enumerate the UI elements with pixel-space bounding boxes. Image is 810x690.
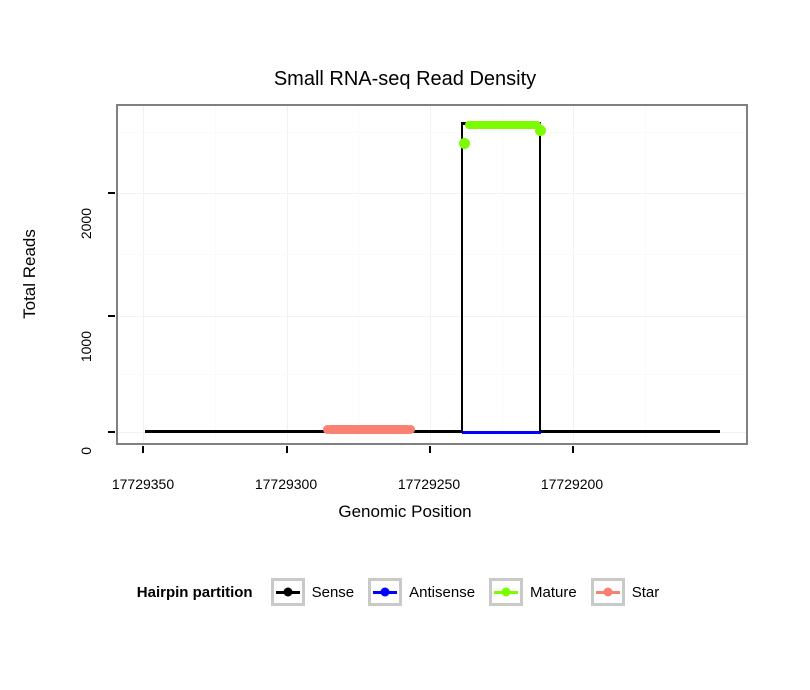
legend-item-sense[interactable]: Sense — [270, 578, 355, 606]
y-tick-label-2000: 2000 — [78, 208, 94, 240]
gridline-y-minor-500 — [118, 374, 746, 375]
legend-key-sense — [270, 578, 305, 606]
series-sense-spike-right — [539, 123, 541, 433]
gridline-x-minor-2 — [358, 106, 359, 443]
gridline-x-minor-4 — [645, 106, 646, 443]
gridline-x-major-1 — [143, 106, 144, 443]
legend-item-star[interactable]: Star — [590, 578, 660, 606]
legend-key-mature — [489, 578, 524, 606]
legend-label-antisense: Antisense — [409, 583, 476, 601]
gridline-x-minor-3 — [502, 106, 503, 443]
x-tick-label-4: 17729200 — [540, 476, 604, 492]
legend-key-dot-star — [603, 587, 613, 597]
series-sense-spike-left — [461, 123, 463, 433]
x-tick-2 — [286, 446, 288, 453]
x-tick-4 — [572, 446, 574, 453]
series-mature-segment — [465, 121, 541, 129]
plot-panel — [116, 104, 748, 445]
x-tick-label-2: 17729300 — [254, 476, 318, 492]
y-tick-0 — [108, 431, 115, 433]
legend-key-dot-sense — [283, 587, 293, 597]
x-tick-1 — [142, 446, 144, 453]
legend-key-dot-antisense — [380, 587, 390, 597]
x-tick-3 — [429, 446, 431, 453]
series-star-point-end — [406, 425, 415, 434]
legend: Hairpin partition Sense Antisense Mature — [0, 578, 810, 606]
gridline-x-major-2 — [287, 106, 288, 443]
series-mature-point-start — [459, 138, 470, 149]
legend-key-dot-mature — [501, 587, 511, 597]
series-sense-baseline-right — [539, 430, 720, 433]
legend-label-mature: Mature — [530, 583, 577, 601]
legend-key-antisense — [368, 578, 403, 606]
series-star-segment — [326, 425, 412, 434]
y-tick-2000 — [108, 192, 115, 194]
legend-title: Hairpin partition — [136, 583, 253, 601]
plot-area — [118, 106, 746, 443]
gridline-y-major-1000 — [118, 316, 746, 317]
y-axis-title: Total Reads — [20, 229, 39, 319]
series-sense-baseline-left — [145, 430, 462, 433]
gridline-x-minor-1 — [215, 106, 216, 443]
series-mature-point-end — [535, 125, 546, 136]
y-tick-1000 — [108, 315, 115, 317]
x-axis-title: Genomic Position — [338, 502, 472, 521]
gridline-y-minor-1500 — [118, 254, 746, 255]
x-tick-label-3: 17729250 — [397, 476, 461, 492]
x-tick-label-1: 17729350 — [111, 476, 175, 492]
page-title: Small RNA-seq Read Density — [273, 68, 537, 90]
gridline-x-major-4 — [573, 106, 574, 443]
gridline-y-major-2000 — [118, 193, 746, 194]
legend-item-antisense[interactable]: Antisense — [368, 578, 475, 606]
legend-item-mature[interactable]: Mature — [489, 578, 577, 606]
legend-label-sense: Sense — [311, 583, 355, 601]
legend-key-star — [590, 578, 625, 606]
gridline-x-major-3 — [430, 106, 431, 443]
y-tick-label-1000: 1000 — [78, 331, 94, 363]
series-antisense-line — [462, 431, 541, 434]
gridline-y-minor-2500 — [118, 132, 746, 133]
series-star-point-start — [323, 425, 332, 434]
legend-label-star: Star — [631, 583, 660, 601]
